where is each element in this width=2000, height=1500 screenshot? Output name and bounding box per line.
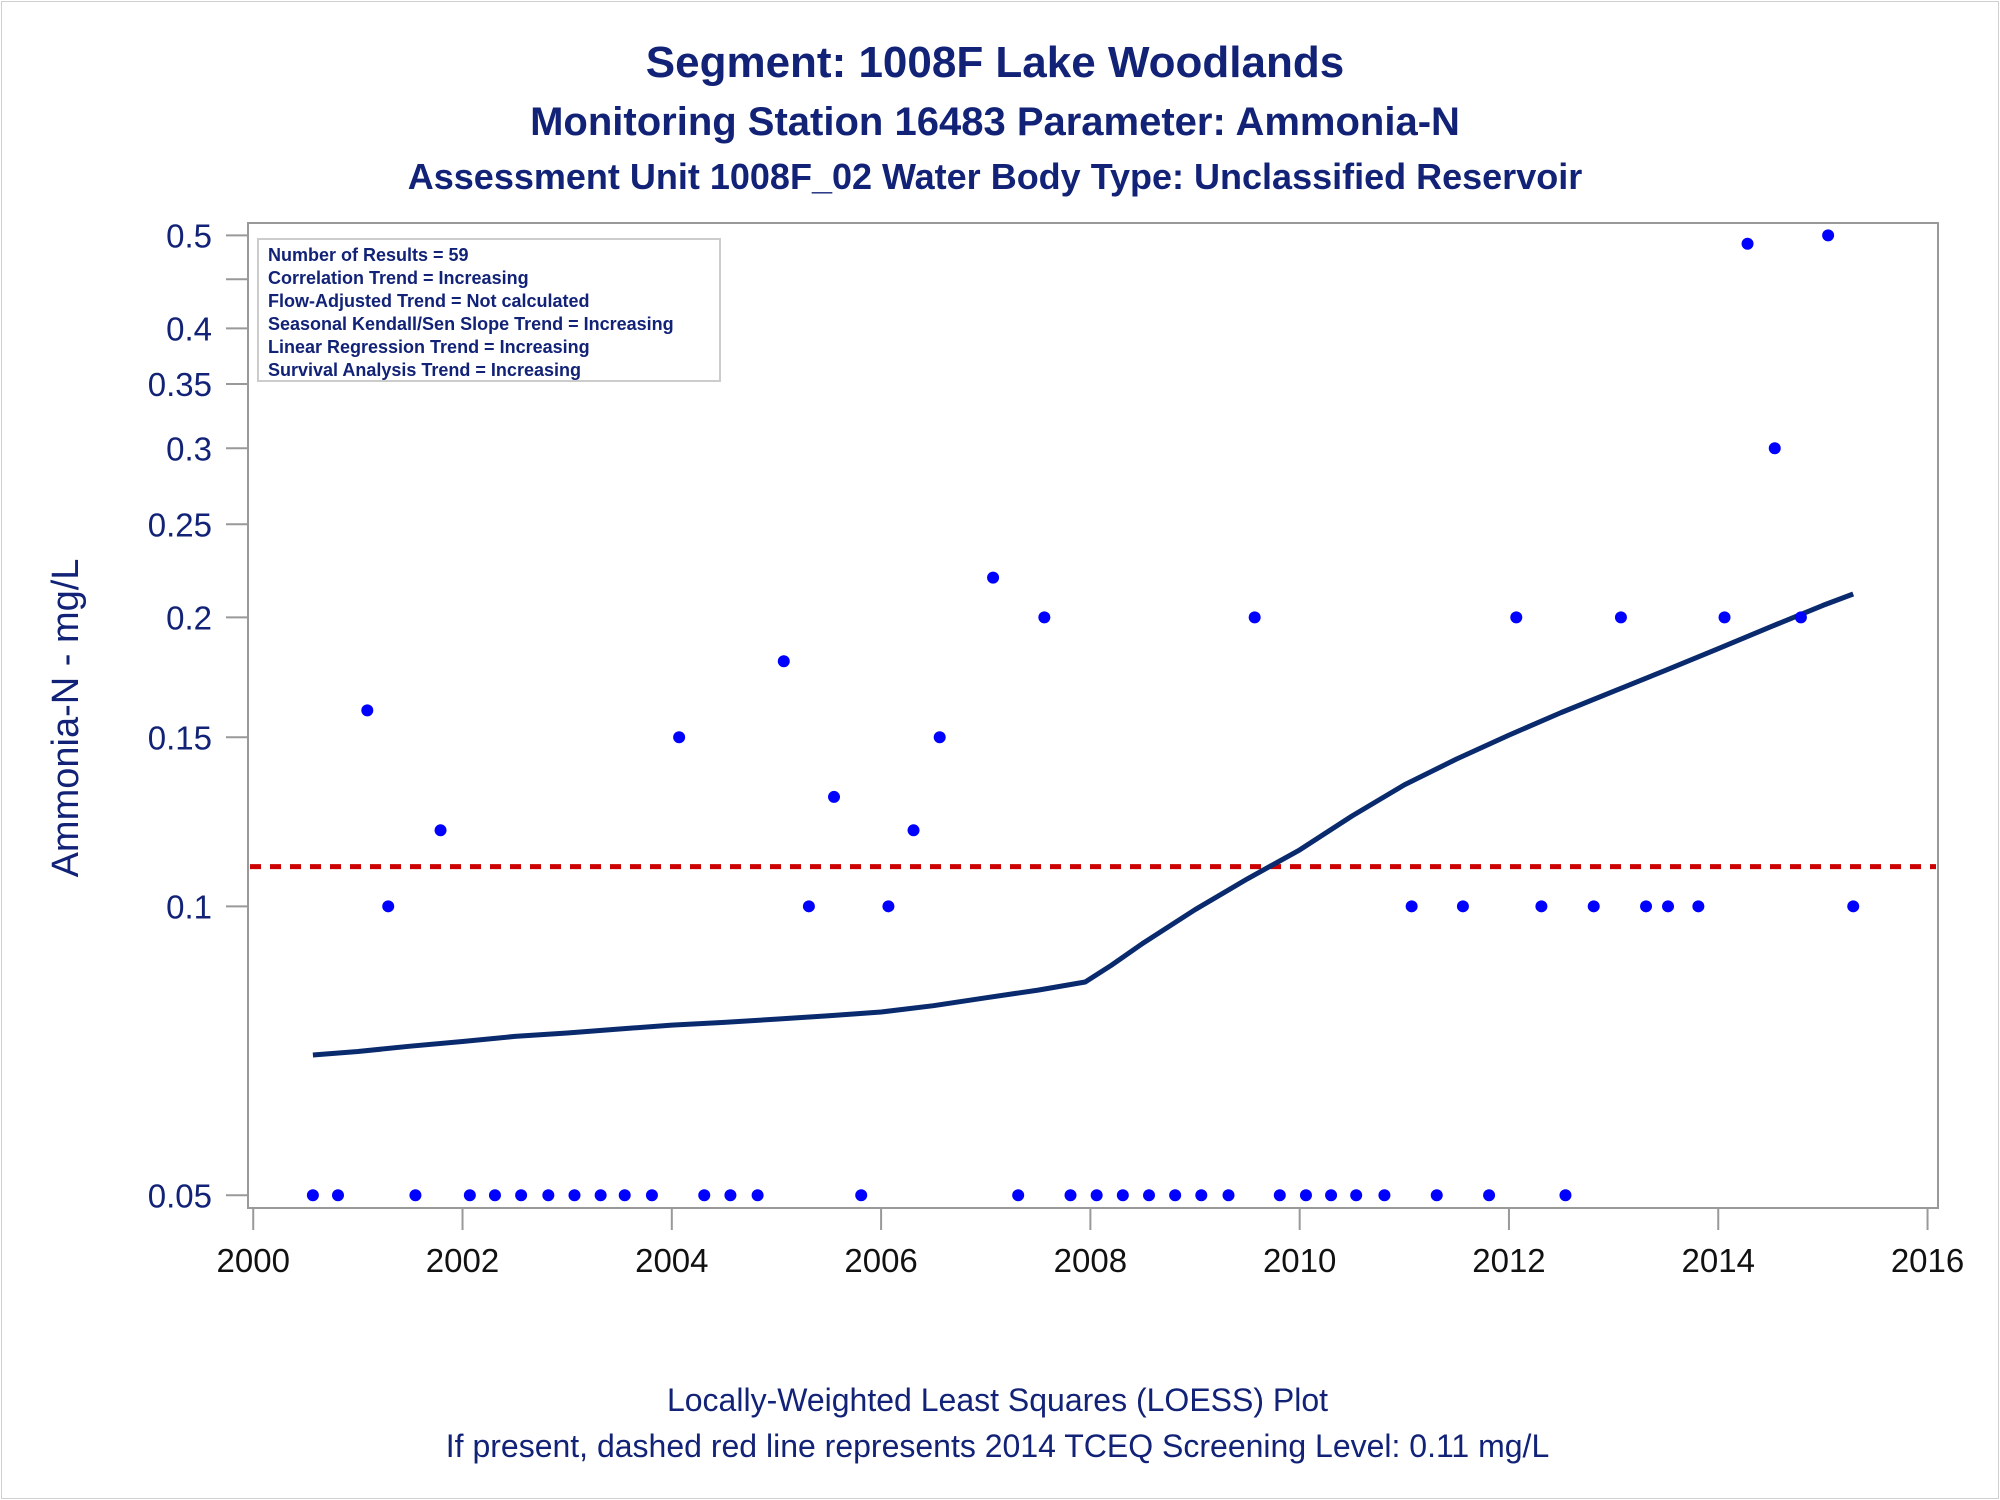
data-point [568, 1189, 581, 1202]
stats-box-frame [257, 238, 721, 382]
data-point [1510, 611, 1523, 624]
data-point [933, 731, 946, 744]
data-point [1038, 611, 1051, 624]
y-tick-label: 0.05 [148, 1177, 212, 1214]
x-tick-label: 2004 [635, 1242, 708, 1279]
y-axis-label: Ammonia-N - mg/L [45, 559, 87, 878]
data-point [1142, 1189, 1155, 1202]
trend-stats-box: Number of Results = 59 Correlation Trend … [257, 238, 721, 382]
y-tick-label: 0.15 [148, 719, 212, 756]
data-point [1430, 1189, 1443, 1202]
data-point [1741, 237, 1754, 250]
stats-line: Flow-Adjusted Trend = Not calculated [268, 291, 590, 311]
data-point [1794, 611, 1807, 624]
data-point [1587, 900, 1600, 913]
data-point [1456, 900, 1469, 913]
x-tick-label: 2010 [1263, 1242, 1336, 1279]
data-point [463, 1189, 476, 1202]
data-point [828, 790, 841, 803]
y-tick-label: 0.4 [166, 310, 212, 347]
data-point [855, 1189, 868, 1202]
data-point [488, 1189, 501, 1202]
data-point [673, 731, 686, 744]
y-tick-label: 0.25 [148, 506, 212, 543]
data-point [882, 900, 895, 913]
data-point [1116, 1189, 1129, 1202]
x-tick-label: 2014 [1682, 1242, 1755, 1279]
data-point [306, 1189, 319, 1202]
data-point [434, 824, 447, 837]
x-tick-label: 2016 [1891, 1242, 1964, 1279]
data-point [1614, 611, 1627, 624]
stats-line: Linear Regression Trend = Increasing [268, 337, 590, 357]
x-tick-label: 2008 [1054, 1242, 1127, 1279]
data-point [1559, 1189, 1572, 1202]
data-point [1299, 1189, 1312, 1202]
data-point [1222, 1189, 1235, 1202]
data-point [618, 1189, 631, 1202]
y-tick-label: 0.2 [166, 599, 212, 636]
data-point [1405, 900, 1418, 913]
data-point [594, 1189, 607, 1202]
data-point [1718, 611, 1731, 624]
data-points [306, 229, 1860, 1202]
x-tick-label: 2012 [1472, 1242, 1545, 1279]
y-tick-label: 0.1 [166, 888, 212, 925]
data-point [987, 571, 1000, 584]
data-point [1169, 1189, 1182, 1202]
data-point [1483, 1189, 1496, 1202]
x-tick-label: 2000 [217, 1242, 290, 1279]
footer-screening-note: If present, dashed red line represents 2… [445, 1428, 1550, 1464]
stats-line: Number of Results = 59 [268, 245, 469, 265]
footer-plot-description: Locally-Weighted Least Squares (LOESS) P… [666, 1382, 1329, 1418]
x-tick-label: 2002 [426, 1242, 499, 1279]
data-point [1325, 1189, 1338, 1202]
data-point [1273, 1189, 1286, 1202]
data-point [724, 1189, 737, 1202]
data-point [907, 824, 920, 837]
data-point [1662, 900, 1675, 913]
data-point [645, 1189, 658, 1202]
y-tick-label: 0.35 [148, 366, 212, 403]
data-point [1248, 611, 1261, 624]
data-point [1090, 1189, 1103, 1202]
data-point [1378, 1189, 1391, 1202]
data-point [802, 900, 815, 913]
data-point [542, 1189, 555, 1202]
data-point [515, 1189, 528, 1202]
data-point [1822, 229, 1835, 242]
chart-subtitle-station: Monitoring Station 16483 Parameter: Ammo… [530, 100, 1460, 144]
stats-line: Correlation Trend = Increasing [268, 268, 529, 288]
data-point [382, 900, 395, 913]
data-point [331, 1189, 344, 1202]
data-point [777, 655, 790, 668]
data-point [1535, 900, 1548, 913]
data-point [1640, 900, 1653, 913]
data-point [1350, 1189, 1363, 1202]
stats-line: Survival Analysis Trend = Increasing [268, 360, 581, 380]
data-point [698, 1189, 711, 1202]
data-point [409, 1189, 422, 1202]
data-point [751, 1189, 764, 1202]
data-point [361, 704, 374, 717]
y-axis-ticks: 0.5 0.4 0.35 0.3 0.25 0.2 0.15 0.1 0.05 [148, 217, 248, 1214]
data-point [1195, 1189, 1208, 1202]
data-point [1847, 900, 1860, 913]
y-tick-label: 0.3 [166, 430, 212, 467]
loess-line [312, 591, 1855, 1058]
chart-title: Segment: 1008F Lake Woodlands [645, 38, 1345, 87]
x-tick-label: 2006 [844, 1242, 917, 1279]
data-point [1692, 900, 1705, 913]
y-tick-label: 0.5 [166, 217, 212, 254]
chart-subtitle-assessment: Assessment Unit 1008F_02 Water Body Type… [407, 156, 1583, 197]
data-point [1012, 1189, 1025, 1202]
data-point [1064, 1189, 1077, 1202]
stats-line: Seasonal Kendall/Sen Slope Trend = Incre… [268, 314, 674, 334]
plot-area-frame [247, 222, 1939, 1209]
data-point [1768, 442, 1781, 455]
x-axis-ticks: 2000 2002 2004 2006 2008 2010 2012 2014 2016 [217, 1208, 1964, 1279]
